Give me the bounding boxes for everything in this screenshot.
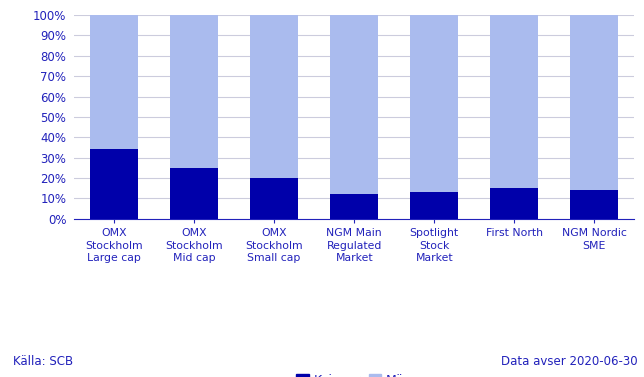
Bar bbox=[250, 178, 298, 219]
Bar bbox=[490, 15, 538, 188]
Bar bbox=[170, 15, 218, 168]
Bar bbox=[330, 194, 378, 219]
Bar bbox=[330, 15, 378, 194]
Text: Källa: SCB: Källa: SCB bbox=[13, 355, 73, 368]
Bar bbox=[410, 15, 459, 192]
Text: Data avser 2020-06-30: Data avser 2020-06-30 bbox=[501, 355, 638, 368]
Bar bbox=[571, 15, 618, 190]
Bar bbox=[250, 15, 298, 178]
Bar bbox=[410, 192, 459, 219]
Bar bbox=[571, 190, 618, 219]
Legend: Kvinnor, Män: Kvinnor, Män bbox=[294, 371, 415, 377]
Bar bbox=[90, 15, 138, 149]
Bar bbox=[170, 168, 218, 219]
Bar bbox=[490, 188, 538, 219]
Bar bbox=[90, 149, 138, 219]
